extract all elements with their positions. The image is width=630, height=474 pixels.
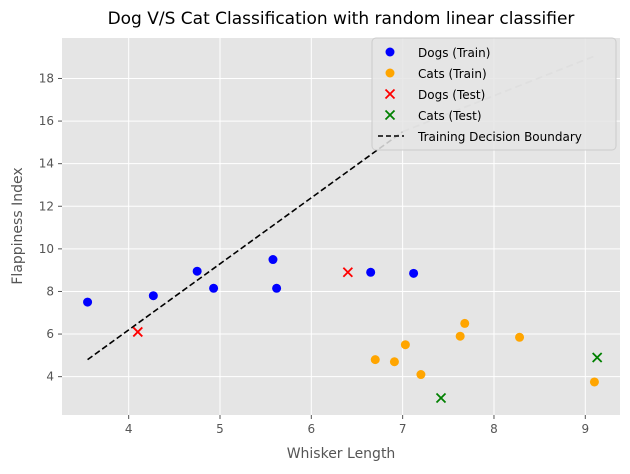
dogs-train-point bbox=[83, 297, 93, 307]
chart-title: Dog V/S Cat Classification with random l… bbox=[108, 9, 575, 29]
dogs-train-point bbox=[209, 283, 219, 293]
cats-train-point bbox=[589, 377, 599, 387]
y-tick-label: 4 bbox=[46, 370, 54, 384]
x-marker-stroke bbox=[342, 267, 353, 278]
y-tick-label: 6 bbox=[46, 327, 54, 341]
data-points bbox=[83, 255, 603, 404]
dogs-train-point bbox=[366, 267, 376, 277]
cats-train-point bbox=[389, 357, 399, 367]
legend-label-decision-boundary: Training Decision Boundary bbox=[417, 130, 582, 144]
legend-label-cats-test: Cats (Test) bbox=[418, 109, 482, 123]
x-marker-stroke bbox=[384, 88, 396, 100]
y-tick-label: 8 bbox=[46, 284, 54, 298]
dogs-test-point bbox=[132, 326, 143, 338]
cats-train-point bbox=[400, 340, 410, 350]
x-tick-label: 9 bbox=[581, 422, 589, 436]
legend-label-cats-train: Cats (Train) bbox=[418, 67, 487, 81]
dogs-train-point bbox=[272, 283, 282, 293]
legend-label-dogs-test: Dogs (Test) bbox=[418, 88, 485, 102]
x-tick-label: 4 bbox=[125, 422, 133, 436]
y-tick-label: 18 bbox=[39, 71, 54, 85]
x-tick-label: 5 bbox=[216, 422, 224, 436]
cats-train-point bbox=[515, 332, 525, 342]
x-marker-stroke bbox=[435, 392, 447, 404]
cats-train-point bbox=[460, 318, 470, 328]
x-marker-stroke bbox=[132, 326, 143, 338]
grid-lines bbox=[62, 38, 620, 415]
x-marker-stroke bbox=[384, 109, 396, 121]
cats-train-point bbox=[416, 370, 426, 380]
legend-marker-dogs-train bbox=[385, 47, 395, 57]
y-tick-label: 10 bbox=[39, 242, 54, 256]
y-axis-label: Flappiness Index bbox=[10, 167, 26, 284]
legend-marker-cats-train bbox=[385, 68, 395, 78]
dogs-test-point bbox=[342, 267, 353, 278]
dogs-train-point bbox=[409, 268, 419, 278]
y-tick-label: 14 bbox=[39, 157, 54, 171]
x-tick-label: 7 bbox=[399, 422, 407, 436]
x-tick-label: 6 bbox=[307, 422, 315, 436]
y-tick-label: 16 bbox=[39, 114, 54, 128]
x-tick-label: 8 bbox=[490, 422, 498, 436]
dogs-train-point bbox=[268, 255, 278, 265]
cats-test-point bbox=[592, 352, 603, 363]
x-axis-label: Whisker Length bbox=[287, 446, 396, 462]
x-marker-stroke bbox=[592, 352, 603, 363]
dogs-train-point bbox=[192, 266, 202, 276]
legend-label-dogs-train: Dogs (Train) bbox=[418, 46, 490, 60]
x-axis-ticks: 4 5 6 7 8 9 bbox=[125, 415, 589, 436]
legend-marker-cats-test bbox=[384, 109, 396, 121]
cats-train-point bbox=[370, 355, 380, 365]
dogs-train-point bbox=[148, 291, 158, 301]
cats-train-point bbox=[455, 331, 465, 341]
cats-test-point bbox=[435, 392, 447, 404]
legend-marker-dogs-test bbox=[384, 88, 396, 100]
y-axis-ticks: 4 6 8 10 12 14 16 18 bbox=[39, 71, 62, 384]
y-tick-label: 12 bbox=[39, 199, 54, 213]
legend: Dogs (Train) Cats (Train) Dogs (Test) Cats … bbox=[371, 37, 617, 151]
decision-boundary-line bbox=[87, 131, 404, 361]
legend-box bbox=[371, 37, 617, 151]
